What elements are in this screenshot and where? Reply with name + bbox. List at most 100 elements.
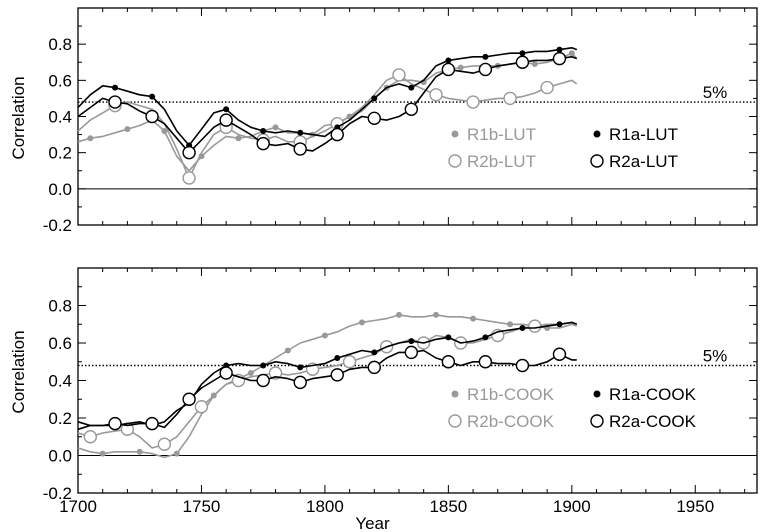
- data-point: [503, 91, 517, 106]
- data-point: [182, 392, 196, 406]
- legend-item: R2b-COOK: [448, 412, 555, 431]
- legend-label: R2a-COOK: [609, 412, 697, 431]
- data-point: [173, 450, 180, 457]
- data-point: [482, 334, 489, 341]
- data-point: [219, 113, 233, 127]
- data-point: [470, 315, 477, 322]
- legend-marker: [448, 414, 462, 428]
- plot-frame: [77, 267, 758, 494]
- y-tick-label: 0.2: [48, 144, 72, 163]
- data-point: [161, 127, 168, 134]
- y-axis-label: Correlation: [9, 330, 28, 413]
- series-line: [77, 74, 578, 179]
- y-tick-label: -0.2: [43, 484, 72, 503]
- y-tick-label: 0.4: [48, 108, 72, 127]
- legend-label: R2b-LUT: [467, 152, 536, 171]
- y-axis-label: Correlation: [9, 76, 28, 159]
- significance-label: 5%: [703, 347, 728, 366]
- data-point: [330, 127, 344, 142]
- legend-item: R2a-COOK: [590, 412, 697, 431]
- data-point: [433, 311, 440, 318]
- legend-marker: [593, 130, 601, 138]
- series-R2a-COOK: [77, 345, 577, 431]
- data-point: [342, 355, 357, 369]
- data-point: [482, 53, 489, 60]
- data-point: [124, 126, 131, 133]
- data-point: [182, 171, 196, 185]
- data-point: [540, 80, 554, 95]
- data-point: [182, 145, 196, 160]
- data-point: [321, 332, 328, 339]
- data-point: [223, 106, 230, 113]
- data-point: [519, 50, 526, 57]
- data-point: [334, 355, 341, 361]
- y-tick-label: 0.8: [48, 35, 72, 54]
- data-point: [293, 142, 307, 156]
- data-point: [272, 124, 279, 131]
- y-tick-label: 0.8: [48, 297, 72, 316]
- x-tick-label: 1800: [306, 497, 344, 516]
- y-tick-label: -0.2: [43, 216, 72, 235]
- legend-item: R1a-COOK: [593, 385, 697, 404]
- data-point: [404, 102, 419, 116]
- data-point: [293, 375, 307, 390]
- data-point: [297, 364, 304, 371]
- data-point: [149, 93, 156, 100]
- data-point: [99, 450, 106, 457]
- data-point: [507, 321, 514, 328]
- data-point: [145, 109, 159, 124]
- legend-label: R1b-COOK: [467, 385, 555, 404]
- legend-item: R2b-LUT: [448, 152, 536, 171]
- data-point: [136, 448, 143, 455]
- series-R2a-LUT: [77, 51, 578, 160]
- data-point: [108, 416, 122, 431]
- data-point: [297, 129, 304, 136]
- data-point: [445, 57, 452, 64]
- data-point: [441, 355, 456, 369]
- data-point: [528, 319, 542, 333]
- x-tick-label: 1850: [429, 497, 467, 516]
- data-point: [157, 437, 172, 451]
- data-point: [83, 430, 98, 444]
- x-tick-label: 1700: [59, 497, 97, 516]
- data-point: [371, 95, 378, 102]
- series-R2b-COOK: [77, 319, 578, 451]
- legend-marker: [448, 154, 462, 168]
- x-tick-label: 1750: [183, 497, 221, 516]
- panel-2: -0.2 0.0 0.2 0.4 0.6 0.8 1700 1750 1800 1850 1900 1…: [9, 267, 758, 532]
- data-point: [358, 319, 365, 326]
- legend-label: R1a-COOK: [609, 385, 697, 404]
- data-point: [457, 64, 464, 71]
- legend-marker: [451, 130, 459, 138]
- data-point: [284, 347, 291, 354]
- data-point: [404, 345, 419, 360]
- data-point: [256, 373, 270, 388]
- data-point: [367, 111, 381, 126]
- data-point: [371, 349, 378, 356]
- data-point: [552, 347, 567, 361]
- x-tick-label: 1950: [676, 497, 714, 516]
- data-point: [247, 370, 254, 376]
- y-tick-label: 0.6: [48, 71, 72, 90]
- data-point: [531, 61, 538, 68]
- data-point: [395, 311, 402, 318]
- legend: R1b-COOK R1a-COOK R2b-COOK R2a-COOK: [448, 385, 697, 431]
- data-point: [556, 321, 563, 328]
- data-point: [568, 50, 575, 57]
- data-point: [392, 68, 406, 82]
- data-point: [556, 46, 563, 53]
- data-point: [219, 366, 233, 380]
- legend-marker: [590, 154, 604, 168]
- legend: R1b-LUT R1a-LUT R2b-LUT R2a-LUT: [448, 125, 678, 171]
- legend-item: R1a-LUT: [593, 125, 678, 144]
- data-point: [260, 362, 267, 369]
- y-tick-label: 0.0: [48, 180, 72, 199]
- legend-marker: [590, 414, 604, 428]
- data-point: [367, 360, 381, 375]
- legend-item: R2a-LUT: [590, 152, 678, 171]
- data-point: [552, 51, 567, 66]
- x-tick-label: 1900: [553, 497, 591, 516]
- data-point: [235, 135, 242, 142]
